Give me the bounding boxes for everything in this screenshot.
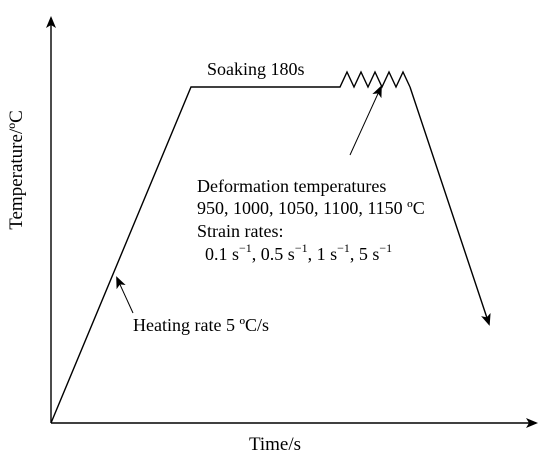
strain-rate-2-exp: −1 xyxy=(295,241,308,255)
heating-pointer-arrow xyxy=(116,276,134,314)
strain-rate-3-exp: −1 xyxy=(337,241,350,255)
process-curve xyxy=(50,70,411,424)
deformation-title: Deformation temperatures xyxy=(197,176,386,196)
x-axis-label: Time/s xyxy=(249,434,301,455)
deformation-pointer-arrow xyxy=(349,85,382,156)
strain-rate-1-exp: −1 xyxy=(239,241,252,255)
cooling-line xyxy=(409,86,491,326)
heating-rate-label: Heating rate 5 ºC/s xyxy=(133,315,269,335)
deformation-values: 950, 1000, 1050, 1100, 1150 ºC xyxy=(197,198,425,218)
strain-rates-title: Strain rates: xyxy=(197,221,283,241)
strain-rate-2: , 0.5 s xyxy=(252,244,295,264)
y-axis-label: Temperature/ºC xyxy=(6,110,27,230)
strain-rates-values: 0.1 s−1, 0.5 s−1, 1 s−1, 5 s−1 xyxy=(205,241,392,264)
soaking-label: Soaking 180s xyxy=(207,59,305,79)
strain-rate-4: , 5 s xyxy=(350,244,380,264)
strain-rate-1: 0.1 s xyxy=(205,244,239,264)
strain-rate-4-exp: −1 xyxy=(379,241,392,255)
strain-rate-3: , 1 s xyxy=(308,244,338,264)
